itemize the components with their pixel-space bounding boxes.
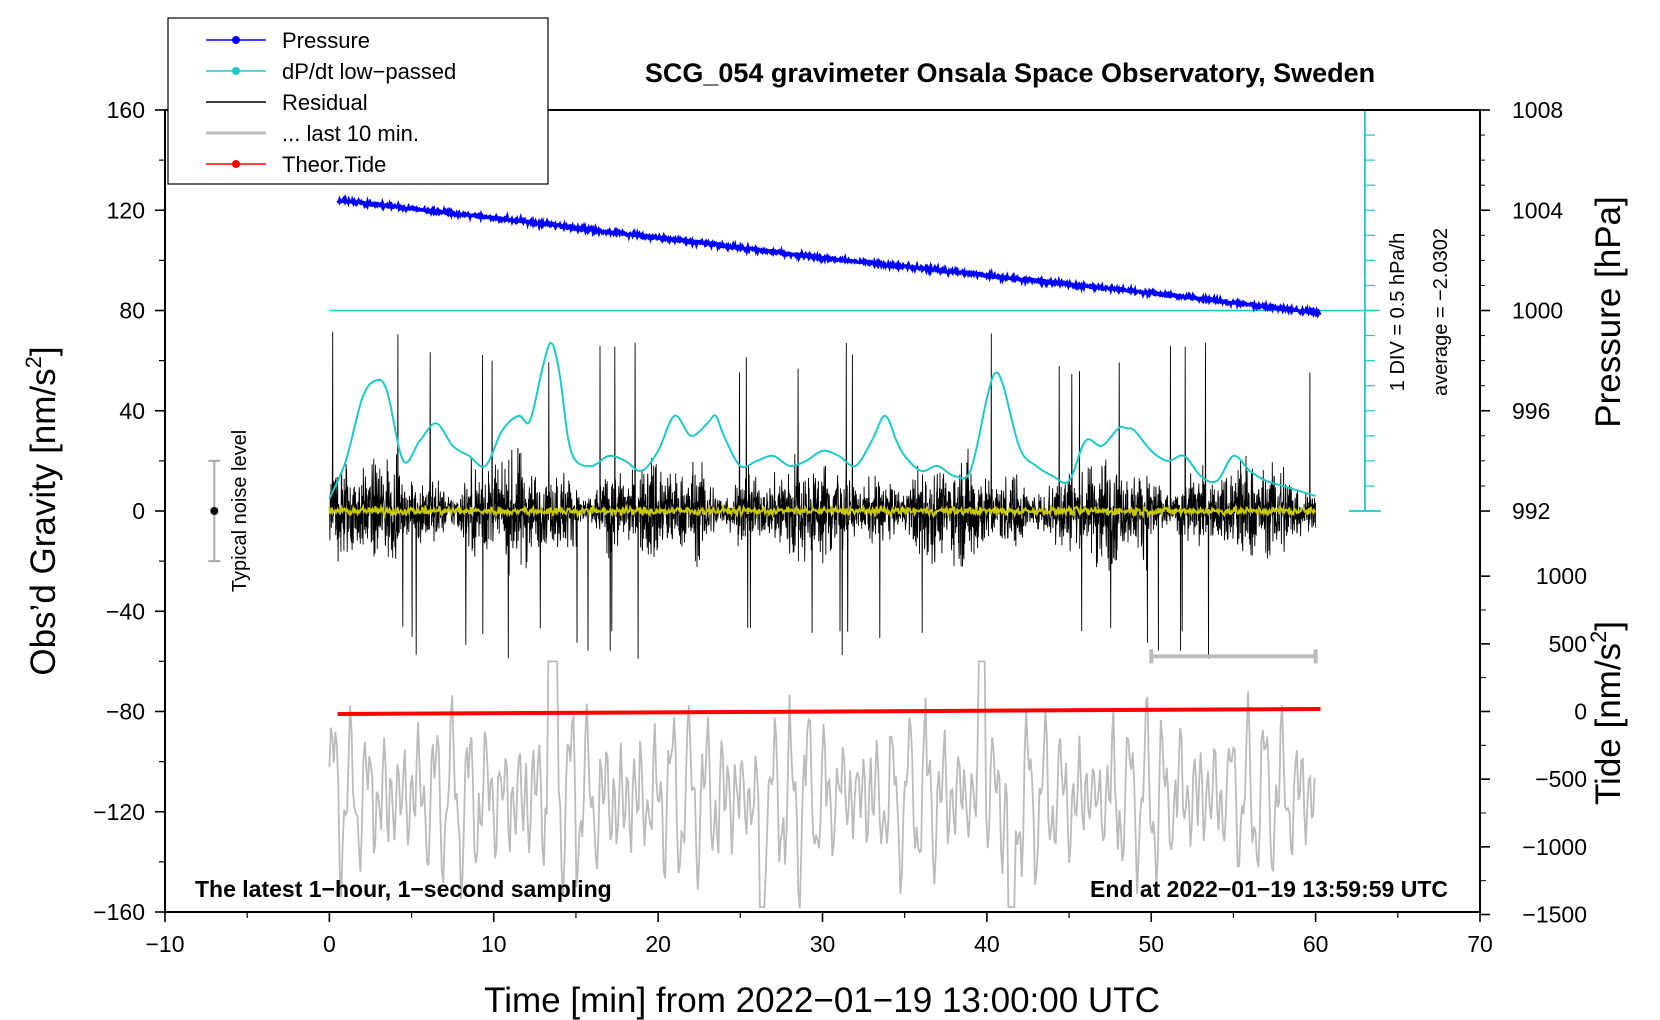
tide-tick-label: 500 <box>1549 631 1587 657</box>
y-tick-label: 80 <box>119 298 145 324</box>
pressure-tick-label: 1000 <box>1512 298 1563 324</box>
last-10-min-line <box>328 660 1316 909</box>
annotations <box>208 109 1381 664</box>
legend-swatch-marker <box>232 67 240 75</box>
x-tick-label: 70 <box>1467 931 1493 957</box>
residual-line <box>328 331 1317 659</box>
y-tick-label: 120 <box>107 197 145 223</box>
legend-label: ... last 10 min. <box>282 121 419 146</box>
x-axis-title: Time [min] from 2022−01−19 13:00:00 UTC <box>484 981 1160 1020</box>
note-right: End at 2022−01−19 13:59:59 UTC <box>1090 876 1448 902</box>
dpdt-line <box>328 342 1316 499</box>
theor-tide-line <box>337 706 1321 717</box>
tide-tick-label: 0 <box>1574 699 1587 725</box>
tide-tick-label: −1000 <box>1522 834 1587 860</box>
pressure-line <box>336 193 1322 319</box>
dpdt-series <box>328 342 1316 499</box>
residual-lowpass-series <box>328 502 1317 520</box>
y-tick-label: −80 <box>106 699 145 725</box>
tide-tick-label: −1500 <box>1522 902 1587 928</box>
noise-bar-center <box>210 507 219 515</box>
y-tick-label: 40 <box>119 398 145 424</box>
scale-label-average: average = −2.0302 <box>1430 228 1452 396</box>
pressure-tick-label: 992 <box>1512 498 1550 524</box>
pressure-tick-label: 996 <box>1512 398 1550 424</box>
legend-swatch-marker <box>232 36 240 44</box>
pressure-tick-label: 1004 <box>1512 197 1563 223</box>
y-axis-title-gravity: Obs’d Gravity [nm/s2] <box>21 346 63 675</box>
legend-label: Residual <box>282 90 368 115</box>
legend-swatch-marker <box>232 160 240 168</box>
y-tick-label: 160 <box>107 97 145 123</box>
legend-box <box>167 17 549 185</box>
last-10-min-series <box>328 660 1316 909</box>
x-tick-label: 30 <box>810 931 836 957</box>
pressure-tick-label: 1008 <box>1512 97 1563 123</box>
y-tick-label: 0 <box>132 498 145 524</box>
y-tick-label: −40 <box>106 598 145 624</box>
x-tick-label: 50 <box>1138 931 1164 957</box>
x-tick-label: 40 <box>974 931 1000 957</box>
note-left: The latest 1−hour, 1−second sampling <box>195 876 612 902</box>
tide-tick-label: −500 <box>1535 766 1587 792</box>
legend-label: dP/dt low−passed <box>282 59 456 84</box>
x-tick-label: −10 <box>145 931 184 957</box>
chart-title: SCG_054 gravimeter Onsala Space Observat… <box>645 58 1375 88</box>
y-axis-title-tide: Tide [nm/s2] <box>1586 621 1628 805</box>
y-tick-label: −120 <box>93 799 145 825</box>
axes: −10 0 10 20 30 40 50 60 70 160 120 80 40 0 −40 −80 −120 −… <box>93 97 1587 957</box>
y-axis-title-pressure: Pressure [hPa] <box>1589 196 1628 428</box>
noise-level-label: Typical noise level <box>229 430 251 592</box>
x-tick-label: 20 <box>645 931 671 957</box>
residual-series <box>328 331 1317 659</box>
tide-tick-label: 1000 <box>1536 563 1587 589</box>
legend-label: Theor.Tide <box>282 152 386 177</box>
x-tick-label: 0 <box>323 931 336 957</box>
residual-lowpass-line <box>328 502 1317 520</box>
x-tick-label: 10 <box>481 931 507 957</box>
theor-tide-series <box>337 706 1321 717</box>
legend: Pressure dP/dt low−passed Residual ... last… <box>167 17 549 185</box>
pressure-series <box>336 193 1322 319</box>
scale-label-div: 1 DIV = 0.5 hPa/h <box>1387 233 1409 391</box>
y-tick-label: −160 <box>93 899 145 925</box>
x-tick-label: 60 <box>1303 931 1329 957</box>
legend-label: Pressure <box>282 28 370 53</box>
